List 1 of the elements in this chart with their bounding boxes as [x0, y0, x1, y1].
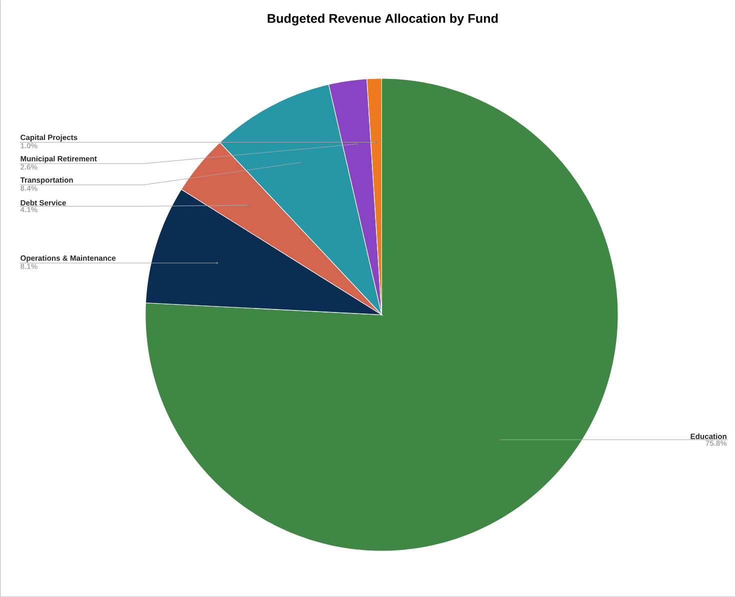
chart-title: Budgeted Revenue Allocation by Fund [268, 14, 498, 26]
